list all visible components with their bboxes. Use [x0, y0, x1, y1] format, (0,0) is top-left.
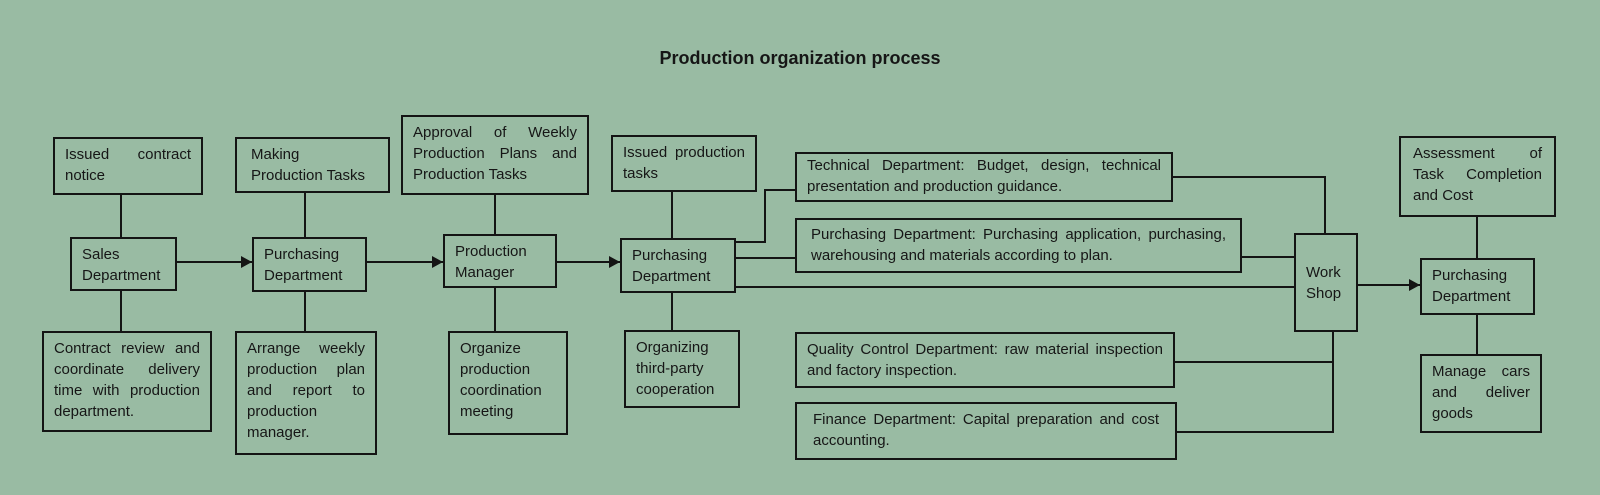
flow-line-manager-to-purchasing	[557, 261, 620, 263]
connector-to-purchasing-wide	[736, 257, 795, 259]
connector-quality-to-workshop	[1175, 361, 1334, 363]
box-purchasing-department-wide: Purchasing Department: Purchasing applic…	[795, 218, 1242, 273]
connector-technical-to-workshop-v	[1324, 176, 1326, 235]
connector-technical-to-workshop-h	[1173, 176, 1326, 178]
connector-making-to-purchasing	[304, 193, 306, 237]
connector-to-technical-h1	[736, 241, 766, 243]
flow-line-sales-to-purchasing	[177, 261, 252, 263]
box-assessment-task-completion: Assessment of Task Completion and Cost	[1399, 136, 1556, 217]
connector-purchasing-wide-to-workshop	[1242, 256, 1294, 258]
box-purchasing-department-delivery: Purchasing Department	[1420, 258, 1535, 315]
box-manage-cars-deliver-goods: Manage cars and deliver goods	[1420, 354, 1542, 433]
connector-issued-to-purchasing	[671, 192, 673, 238]
box-organize-coordination-meeting: Organize production coordination meeting	[448, 331, 568, 435]
flow-line-workshop-to-purchasing	[1358, 284, 1420, 286]
arrowhead-workshop-to-purchasing	[1409, 279, 1420, 291]
connector-to-technical-v	[764, 189, 766, 243]
box-organizing-third-party: Organizing third-party cooperation	[624, 330, 740, 408]
box-work-shop: Work Shop	[1294, 233, 1358, 332]
box-issued-contract-notice: Issued contract notice	[53, 137, 203, 195]
connector-workshop-bottom-v	[1332, 332, 1334, 433]
arrowhead-sales-to-purchasing	[241, 256, 252, 268]
box-arrange-weekly-plan: Arrange weekly production plan and repor…	[235, 331, 377, 455]
connector-purchasing-to-manage-cars	[1476, 315, 1478, 354]
box-purchasing-department-plan: Purchasing Department	[252, 237, 367, 292]
box-production-manager: Production Manager	[443, 234, 557, 288]
connector-sales-to-review	[120, 291, 122, 331]
box-contract-review: Contract review and coordinate delivery …	[42, 331, 212, 432]
box-purchasing-department-tasks: Purchasing Department	[620, 238, 736, 293]
box-sales-department: Sales Department	[70, 237, 177, 291]
arrowhead-manager-to-purchasing	[609, 256, 620, 268]
connector-finance-to-workshop	[1177, 431, 1334, 433]
box-approval-weekly-plans: Approval of Weekly Production Plans and …	[401, 115, 589, 195]
connector-purchasing-to-thirdparty	[671, 293, 673, 330]
connector-contract-to-sales	[120, 195, 122, 237]
flow-line-purchasing-to-manager	[367, 261, 443, 263]
box-making-production-tasks: Making Production Tasks	[235, 137, 390, 193]
connector-to-technical-h2	[764, 189, 795, 191]
connector-to-work-shop-direct	[736, 286, 1294, 288]
box-quality-control-department: Quality Control Department: raw material…	[795, 332, 1175, 388]
connector-manager-to-meeting	[494, 288, 496, 331]
box-technical-department: Technical Department: Budget, design, te…	[795, 152, 1173, 202]
connector-approval-to-manager	[494, 195, 496, 234]
box-issued-production-tasks: Issued production tasks	[611, 135, 757, 192]
connector-purchasing-to-arrange	[304, 292, 306, 331]
box-finance-department: Finance Department: Capital preparation …	[795, 402, 1177, 460]
arrowhead-purchasing-to-manager	[432, 256, 443, 268]
connector-assessment-to-purchasing	[1476, 217, 1478, 258]
page-title: Production organization process	[659, 48, 941, 68]
